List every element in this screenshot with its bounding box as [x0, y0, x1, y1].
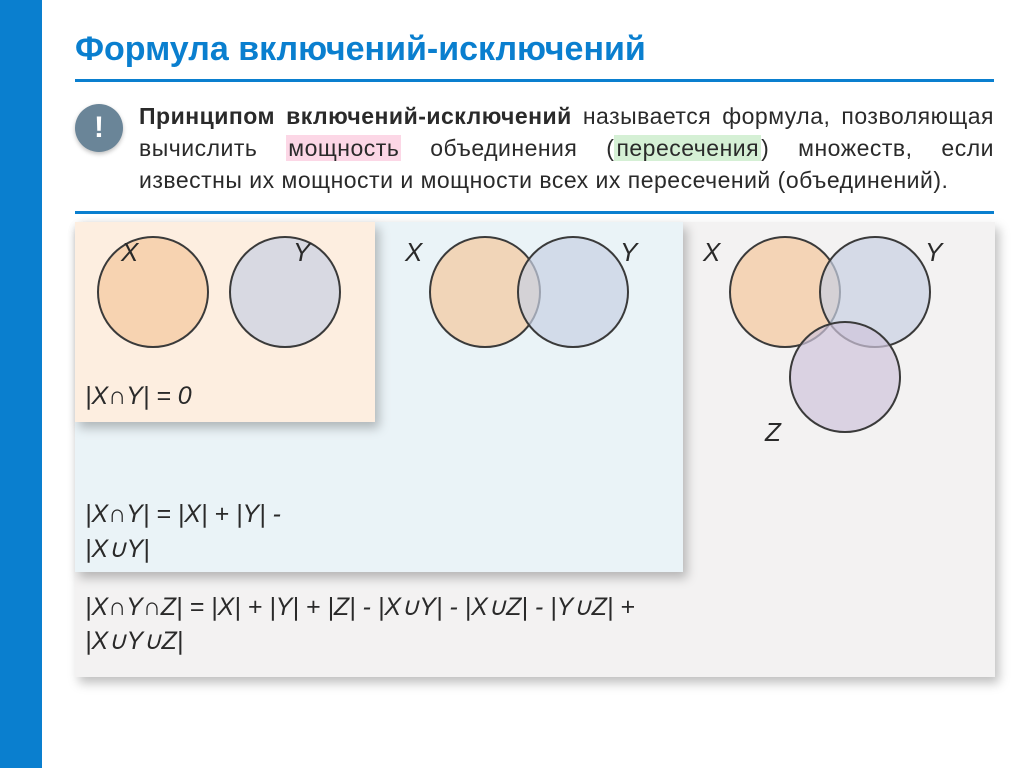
set-Y-circle	[518, 237, 628, 347]
formula-2b: |X∪Y|	[85, 534, 150, 564]
exclamation-icon: !	[94, 111, 104, 145]
slide-content: Формула включений-исключений ! Принципом…	[75, 30, 994, 692]
set-X-circle	[98, 237, 208, 347]
formula-3b: |X∪Y∪Z|	[85, 626, 183, 656]
set-Y-circle	[230, 237, 340, 347]
set-label-Z: Z	[765, 417, 781, 448]
formula-2a: |X∩Y| = |X| + |Y| -	[85, 500, 281, 529]
highlight-moshchnost: мощность	[286, 135, 401, 161]
formula-1: |X∩Y| = 0	[85, 382, 192, 411]
definition-row: ! Принципом включений-исключений называе…	[75, 100, 994, 197]
def-t2: объединения (	[401, 135, 614, 161]
diagrams-area: X Y X Y X Y Z |X∩Y| = 0 |X∩Y| = |X| + |Y| - |X…	[75, 222, 994, 692]
set-label-X: X	[703, 237, 720, 268]
set-label-Y: Y	[293, 237, 310, 268]
definition-underline	[75, 211, 994, 214]
set-label-Y: Y	[925, 237, 942, 268]
definition-text: Принципом включений-исключений называетс…	[139, 100, 994, 197]
formula-3a: |X∩Y∩Z| = |X| + |Y| + |Z| - |X∪Y| - |X∪Z…	[85, 592, 635, 622]
set-label-X: X	[405, 237, 422, 268]
definition-lead: Принципом включений-исключений	[139, 103, 572, 129]
set-label-X: X	[121, 237, 138, 268]
info-badge: !	[75, 104, 123, 152]
set-label-Y: Y	[620, 237, 637, 268]
highlight-peresecheniya: пересечения	[614, 135, 761, 161]
left-accent-bar	[0, 0, 42, 768]
title-underline	[75, 79, 994, 82]
slide-title: Формула включений-исключений	[75, 30, 994, 69]
set-Z-circle	[790, 322, 900, 432]
